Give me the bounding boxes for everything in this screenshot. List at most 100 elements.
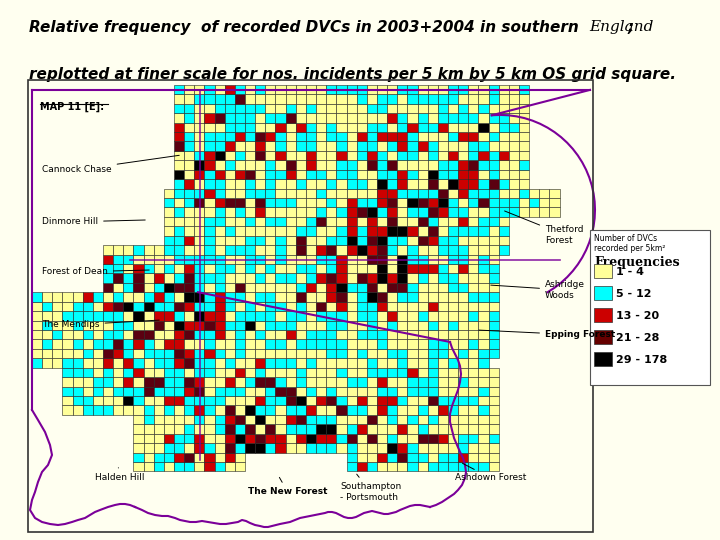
Bar [164,207,174,217]
Bar [336,330,346,340]
Bar [133,434,143,443]
Bar [346,113,356,123]
Bar [326,302,336,311]
Bar [184,170,194,179]
Bar [276,94,286,104]
Bar [63,359,73,368]
Bar [235,321,245,330]
Bar [336,226,346,236]
Bar [418,462,428,471]
Bar [519,113,529,123]
Bar [204,85,215,94]
Bar [306,179,316,188]
Bar [346,349,356,359]
Bar [397,349,408,359]
Bar [184,113,194,123]
Bar [215,254,225,264]
Bar [356,160,366,170]
Bar [336,387,346,396]
Bar [316,359,326,368]
Bar [438,141,448,151]
Bar [93,349,103,359]
Text: Number of DVCs
recorded per 5km²: Number of DVCs recorded per 5km² [594,234,665,253]
Bar [306,434,316,443]
Bar [164,198,174,207]
Bar [346,104,356,113]
Bar [245,245,255,254]
Bar [204,368,215,377]
Bar [326,198,336,207]
Bar [448,264,458,273]
Bar [326,151,336,160]
Bar [286,311,296,321]
Bar [336,245,346,254]
Bar [276,321,286,330]
Bar [164,188,174,198]
Bar [276,359,286,368]
Bar [326,94,336,104]
Bar [336,236,346,245]
Bar [286,368,296,377]
Bar [184,377,194,387]
Bar [316,377,326,387]
Bar [174,188,184,198]
Bar [458,340,468,349]
Bar [42,340,53,349]
Bar [103,396,113,406]
Bar [184,217,194,226]
Bar [468,302,478,311]
Bar [489,94,499,104]
Bar [448,406,458,415]
Bar [336,396,346,406]
Bar [377,236,387,245]
Bar [306,273,316,283]
Bar [418,396,428,406]
Bar [225,132,235,141]
Text: 29 - 178: 29 - 178 [616,355,667,365]
Bar [194,349,204,359]
Bar [356,273,366,283]
Bar [276,170,286,179]
Bar [458,132,468,141]
Bar [215,283,225,292]
Bar [154,302,164,311]
Bar [103,311,113,321]
Bar [235,113,245,123]
Bar [235,207,245,217]
Bar [468,283,478,292]
Bar [509,160,519,170]
Bar [489,321,499,330]
Bar [154,245,164,254]
Bar [594,286,612,300]
Bar [448,396,458,406]
Bar [458,188,468,198]
Bar [428,207,438,217]
Bar [336,85,346,94]
Bar [438,359,448,368]
Bar [468,349,478,359]
Bar [489,132,499,141]
Bar [408,292,418,302]
Bar [316,349,326,359]
Bar [316,321,326,330]
Bar [143,415,154,424]
Bar [306,387,316,396]
Bar [448,349,458,359]
Bar [377,217,387,226]
Bar [266,132,276,141]
Bar [296,283,306,292]
Bar [133,292,143,302]
Bar [458,160,468,170]
Bar [468,377,478,387]
Bar [204,434,215,443]
Bar [123,368,133,377]
Bar [286,340,296,349]
Bar [123,245,133,254]
Bar [509,151,519,160]
Bar [336,443,346,453]
Bar [204,283,215,292]
Bar [123,406,133,415]
Bar [489,151,499,160]
Bar [276,302,286,311]
Bar [366,188,377,198]
